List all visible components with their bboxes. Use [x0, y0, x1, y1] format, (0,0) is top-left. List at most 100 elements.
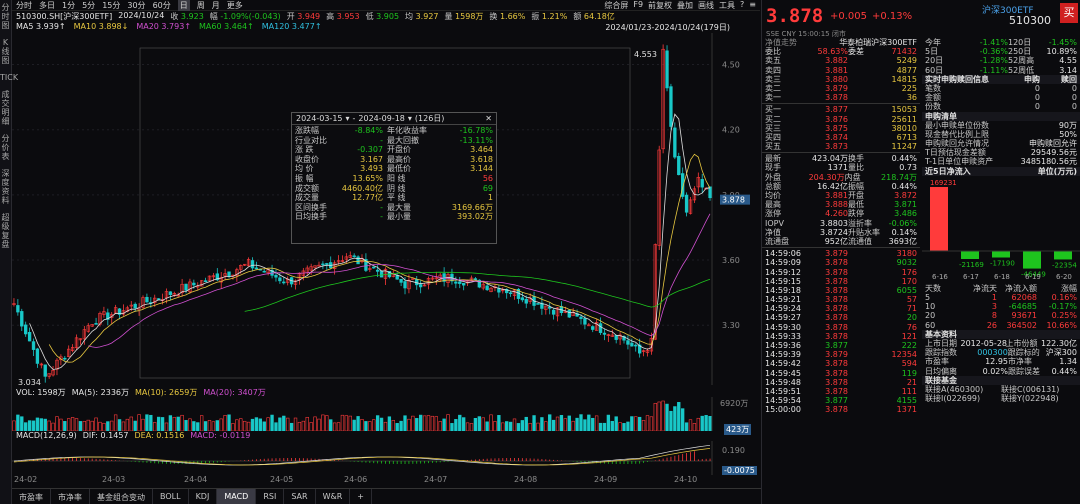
indicator-tab-8[interactable]: W&R [316, 489, 351, 504]
stat-row: 现手 1371 量比 0.73 [762, 163, 920, 172]
basic-row-cell: 上市日期 [925, 338, 957, 348]
stat-row: 最新 423.04万 换手 0.44% [762, 154, 920, 163]
period-tab-8[interactable]: 周 [196, 0, 205, 10]
volume-bar [352, 419, 356, 431]
stat-row: 最高 3.888 最低 3.871 [762, 200, 920, 209]
toolbar-item-7[interactable]: ≡ [749, 0, 756, 9]
volume-bar [344, 415, 349, 431]
period-tab-2[interactable]: 1分 [62, 0, 76, 10]
indicator-tab-2[interactable]: 基金组合变动 [90, 489, 153, 504]
volume-bar [254, 417, 259, 431]
volume-bar [243, 420, 247, 431]
side-tab-3[interactable]: 成交明细 [1, 90, 10, 126]
candle-body [20, 311, 24, 327]
tick-row-cell: 170 [901, 276, 917, 286]
volume-bar [153, 422, 157, 431]
volume-label: 量 [444, 12, 453, 21]
side-tab-4[interactable]: 分价表 [1, 134, 10, 161]
macd-legend: MACD(12,26,9) DIF: 0.1457 DEA: 0.1516 MA… [12, 431, 760, 441]
purchase-value: 申购赎回允许 [1029, 139, 1077, 149]
indicator-tab-0[interactable]: 市盈率 [12, 489, 51, 504]
ma5-legend: MA5 3.939↑ [16, 22, 66, 31]
toolbar-item-3[interactable]: 叠加 [677, 1, 694, 10]
volume-bar [16, 414, 20, 431]
linked-fund[interactable]: 联接A(460300) [925, 384, 984, 394]
toolbar-item-2[interactable]: 前复权 [648, 1, 673, 10]
period-tab-0[interactable]: 分时 [16, 0, 32, 10]
date-tick: 24-09 [594, 475, 618, 484]
candle-body [47, 373, 51, 377]
volume-legend: VOL: 1598万 MA(5): 2336万 MA(10): 2659万 MA… [12, 387, 760, 397]
indicator-tab-3[interactable]: BOLL [153, 489, 189, 504]
period-tab-3[interactable]: 5分 [82, 0, 96, 10]
period-tab-5[interactable]: 30分 [127, 0, 146, 10]
close-icon[interactable]: ✕ [485, 114, 492, 123]
tick-row-cell: 3.878 [825, 359, 848, 369]
period-toolbar: 分时 多日 1分 5分 15分 30分 60分日周月更多 综合屏 F9 前复权 叠加 画线 工具? ≡ [12, 0, 760, 11]
volume-bar [536, 422, 540, 431]
tick-row-cell: 71 [906, 304, 917, 314]
interval-start-date[interactable]: 2024-03-15 [296, 114, 343, 123]
toolbar-item-0[interactable]: 综合屏 [604, 1, 629, 10]
indicator-tab-1[interactable]: 市净率 [51, 489, 90, 504]
webi-row-cell: 委比 [765, 47, 781, 57]
period-tab-9[interactable]: 月 [211, 0, 220, 10]
volume-bar [653, 402, 657, 431]
buy-button[interactable]: 买 [1060, 3, 1078, 23]
volume-bar [512, 418, 517, 431]
linked-fund[interactable]: 联接C(006131) [1001, 384, 1060, 394]
stat-row-cell: 换手 [848, 154, 864, 164]
period-tab-4[interactable]: 15分 [102, 0, 121, 10]
stat-row-cell: 204.30万 [808, 172, 845, 182]
linked-fund[interactable]: 联接I(022699) [925, 394, 981, 404]
side-tab-1[interactable]: K线图 [1, 38, 10, 65]
tick-row: 14:59:54 3.877 4155 [762, 396, 920, 405]
stat-row: 涨停 4.260 跌停 3.486 [762, 209, 920, 218]
popup-value: - [380, 202, 383, 212]
toolbar-item-6[interactable]: ? [740, 0, 745, 9]
volume-bar [223, 415, 227, 431]
volume-bar [231, 423, 235, 431]
side-tab-0[interactable]: 分时图 [1, 3, 10, 30]
toolbar-item-1[interactable]: F9 [633, 0, 644, 9]
indicator-tab-5[interactable]: MACD [217, 489, 257, 504]
interval-end-date[interactable]: 2024-09-18 [358, 114, 405, 123]
period-tab-7[interactable]: 日 [177, 0, 190, 11]
linked-header: 联接基金 [922, 375, 1080, 385]
stat-row-cell: 952亿 [824, 236, 848, 246]
volume-bar [47, 420, 51, 431]
security-name[interactable]: 沪深300ETF [982, 6, 1034, 16]
basic-row-cell: 2012-05-28 [960, 338, 1008, 348]
webi-row-cell: 委差 [848, 47, 864, 57]
linked-fund[interactable]: 联接Y(022948) [1001, 394, 1059, 404]
side-tab-6[interactable]: 超级复盘 [1, 213, 10, 249]
volume-bar [215, 420, 219, 431]
fund-name[interactable]: 华泰柏瑞沪深300ETF [839, 38, 917, 47]
volume-bar [332, 422, 337, 431]
candle-body [411, 278, 415, 280]
volume-bar [203, 421, 208, 431]
indicator-tab-7[interactable]: SAR [284, 489, 316, 504]
toolbar-item-4[interactable]: 画线 [698, 1, 715, 10]
side-tab-5[interactable]: 深度资料 [1, 169, 10, 205]
period-tab-6[interactable]: 60分 [152, 0, 171, 10]
chevron-down-icon[interactable]: ▾ [407, 114, 412, 123]
candle-body [434, 277, 438, 280]
purchase-row: 申购赎回允许情况 申购赎回允许 [922, 139, 1080, 148]
period-tab-1[interactable]: 多日 [39, 0, 55, 10]
volume-bar [477, 416, 481, 431]
side-tab-2[interactable]: TICK [0, 73, 19, 82]
toolbar-item-5[interactable]: 工具 [719, 1, 736, 10]
indicator-tab-4[interactable]: KDJ [189, 489, 218, 504]
period-tab-10[interactable]: 更多 [226, 0, 243, 10]
candle-body [332, 262, 337, 269]
volume-bar [555, 416, 560, 431]
candle-body [35, 348, 40, 364]
tick-row-cell: 12354 [891, 350, 917, 360]
candle-body [485, 285, 489, 291]
chevron-down-icon[interactable]: ▾ [345, 114, 350, 123]
indicator-tab-6[interactable]: RSI [256, 489, 285, 504]
indicator-tab-9[interactable]: + [350, 489, 372, 504]
basic-row-cell: 上市份额 [1005, 338, 1038, 348]
